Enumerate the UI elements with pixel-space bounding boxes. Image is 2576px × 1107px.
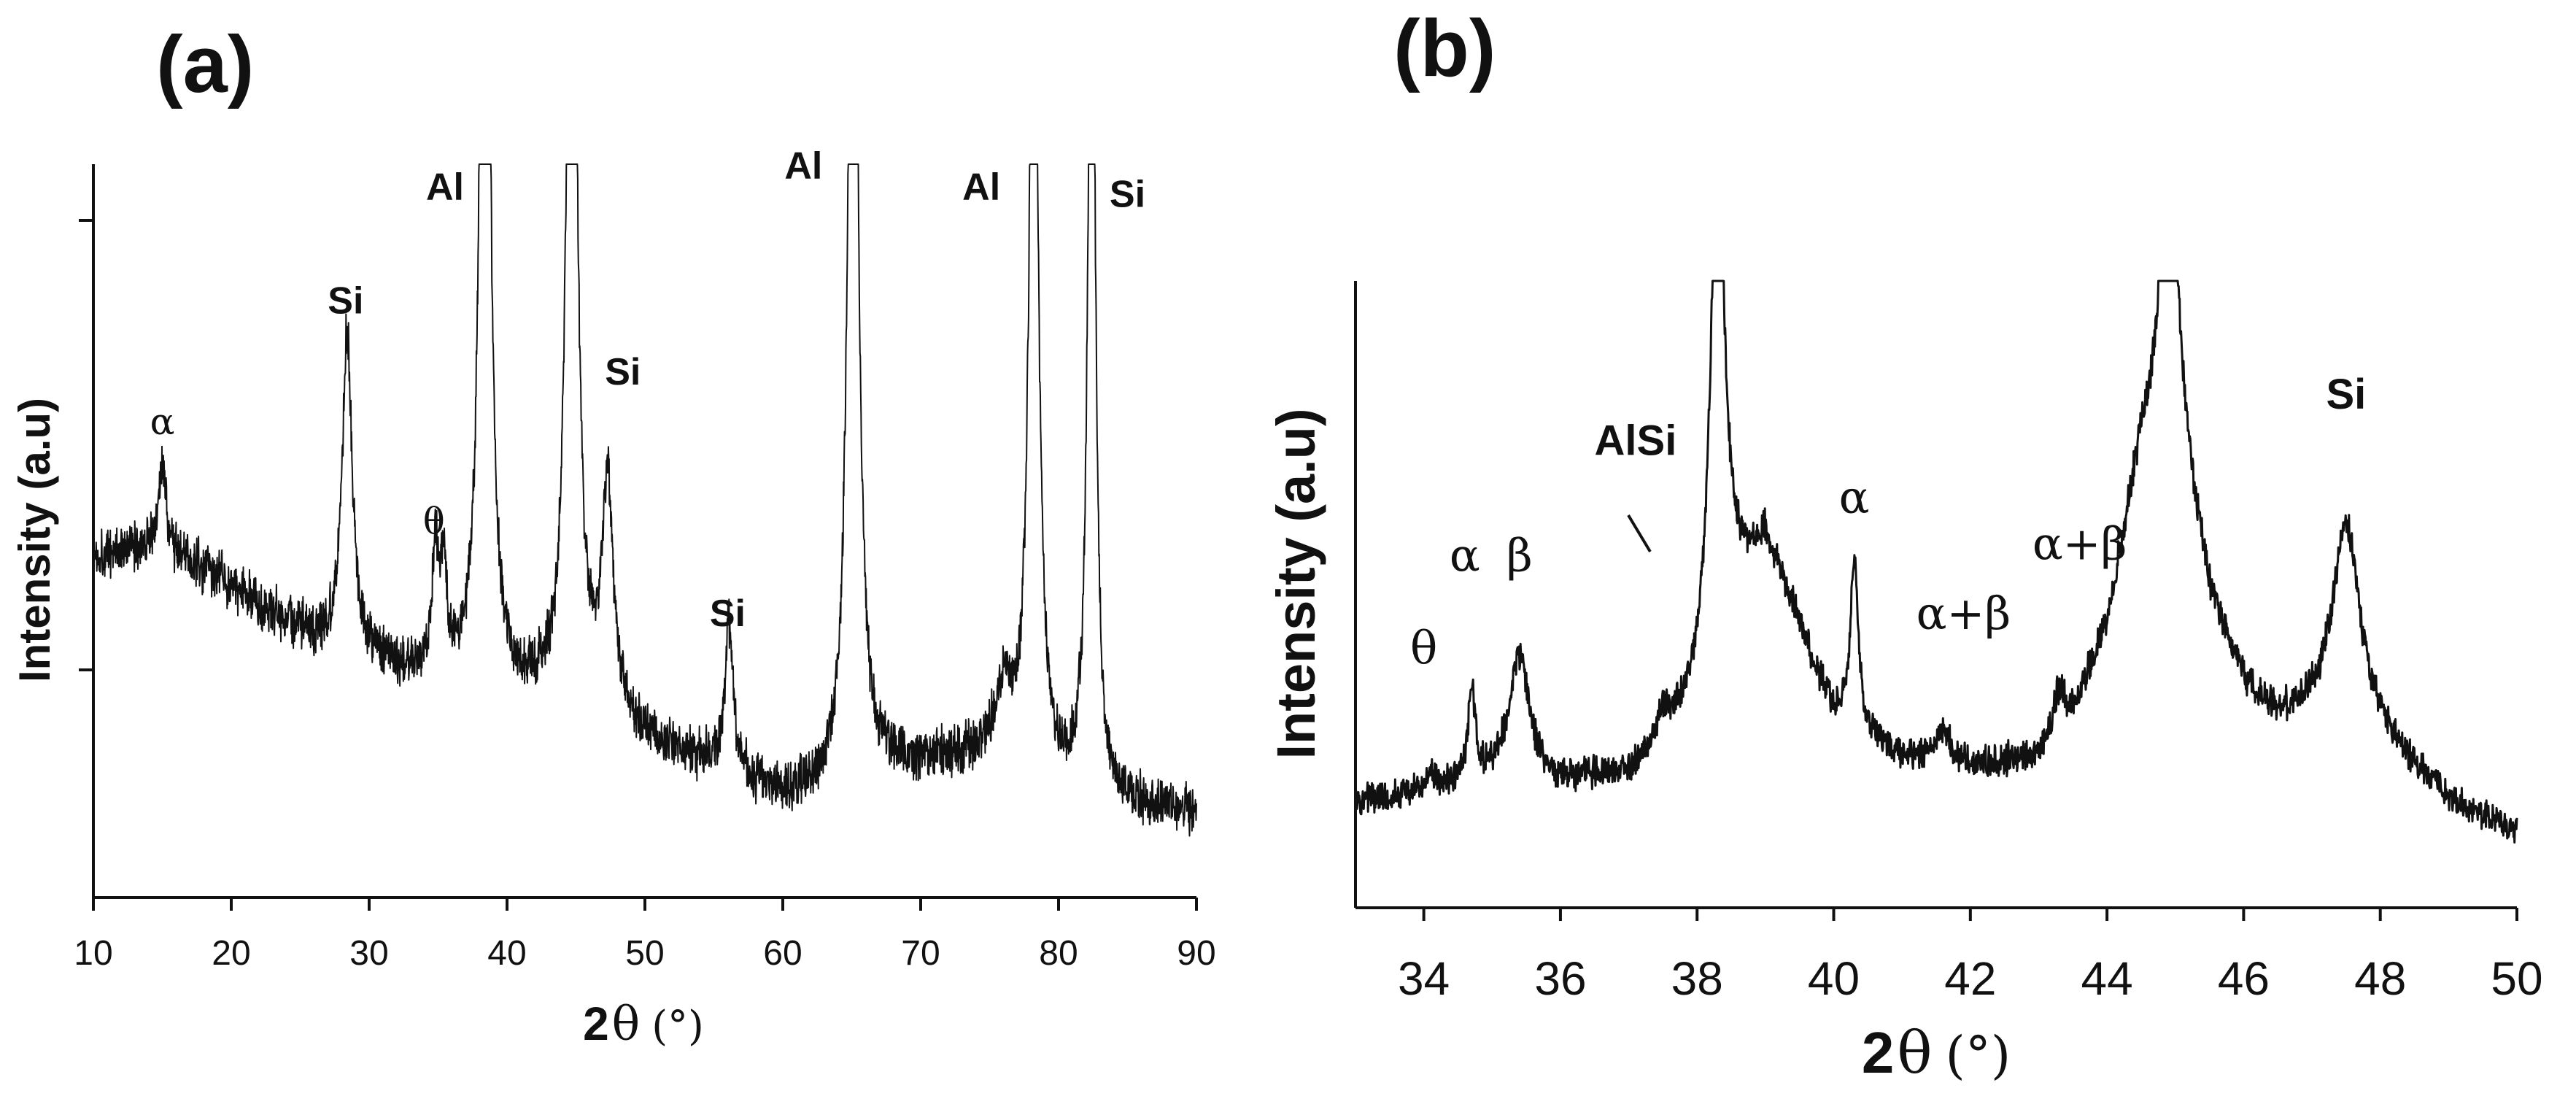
panel-a-peak-annotation: Si [1110, 173, 1145, 215]
panel-b-x-tick-label: 50 [2491, 952, 2542, 1005]
panel-b-label: (b) [1393, 4, 1496, 93]
panel-a-x-tick-label: 30 [349, 934, 388, 973]
panel-a-x-tick-label: 10 [74, 934, 112, 973]
panel-a-peak-annotation: Si [710, 593, 746, 635]
panel-b-x-tick-label: 38 [1671, 952, 1723, 1005]
panel-a-x-tick-label: 40 [487, 934, 526, 973]
panel-b-x-tick-label: 36 [1534, 952, 1586, 1005]
panel-a-y-axis-title: Intensity (a.u) [10, 398, 59, 682]
panel-a-peak-annotation: θ [423, 500, 445, 542]
panel-b-x-tick-label: 40 [1808, 952, 1860, 1005]
panel-a-x-title-unit: (°) [651, 1003, 704, 1050]
panel-b-peak-annotation: β [1506, 529, 1533, 582]
panel-a-x-tick-label: 60 [763, 934, 802, 973]
panel-b-peak-annotation: AlSi [1595, 417, 1677, 465]
panel-a-peak-annotation: α [150, 401, 175, 443]
panel-a-x-axis-title: 2θ (°) [583, 998, 704, 1052]
panel-b: (b) 34 36 38 40 42 44 46 48 50 θα βAlSiαα+βα+βSi … [1266, 4, 2543, 1087]
panel-a-x-tick-label: 90 [1177, 934, 1215, 973]
panel-b-peak-annotation: α+β [1916, 587, 2011, 640]
panel-a-x-title-symbol: θ [612, 998, 641, 1052]
panel-a-label: (a) [156, 20, 254, 109]
panel-a-peak-annotation: Al [426, 166, 464, 209]
panel-a-x-title-prefix: 2 [583, 998, 609, 1050]
panel-b-x-title-unit: (°) [1946, 1025, 2011, 1085]
panel-b-x-tick-label: 48 [2354, 952, 2406, 1005]
panel-a-xrd-series [93, 163, 1197, 837]
panel-b-alsi-pointer [1627, 514, 1652, 553]
panel-a-peak-annotation: Al [962, 166, 1000, 209]
panel-b-x-tick-label: 46 [2218, 952, 2270, 1005]
panel-b-peak-annotation: Si [2326, 371, 2366, 418]
panel-a-trace [93, 163, 1197, 837]
panel-a-peak-annotation: Al [784, 144, 822, 187]
panel-b-x-tick-label: 34 [1398, 952, 1450, 1005]
panel-b-y-axis-title: Intensity (a.u) [1266, 408, 1326, 759]
panel-a-peak-annotation: Si [328, 279, 363, 322]
panel-b-peak-annotation: θ [1410, 622, 1437, 675]
panel-b-x-tick-label: 42 [1944, 952, 1996, 1005]
panel-b-peak-annotation: α [1450, 529, 1480, 582]
panel-a-peak-annotation: Si [605, 351, 641, 393]
panel-b-peak-annotation: α+β [2032, 517, 2127, 571]
panel-b-x-title-prefix: 2 [1862, 1020, 1895, 1085]
panel-b-x-ticks: 34 36 38 40 42 44 46 48 50 [1398, 908, 2543, 1005]
panel-b-x-title-symbol: θ [1897, 1019, 1932, 1087]
panel-b-xrd-series [1354, 279, 2518, 844]
panel-b-x-tick-label: 44 [2081, 952, 2133, 1005]
panel-a-x-ticks: 10 20 30 40 50 60 70 80 90 [74, 898, 1216, 973]
panel-b-peak-annotation: α [1839, 471, 1870, 524]
panel-a-annotations: α Si θ Al Si Si Al Al Si [150, 144, 1145, 634]
panel-a-x-tick-label: 50 [625, 934, 664, 973]
panel-a-x-tick-label: 80 [1039, 934, 1078, 973]
panel-b-x-axis-title: 2θ (°) [1862, 1019, 2011, 1087]
panel-a-x-tick-label: 20 [212, 934, 250, 973]
panel-a-x-tick-label: 70 [901, 934, 940, 973]
panel-b-trace [1354, 279, 2518, 844]
